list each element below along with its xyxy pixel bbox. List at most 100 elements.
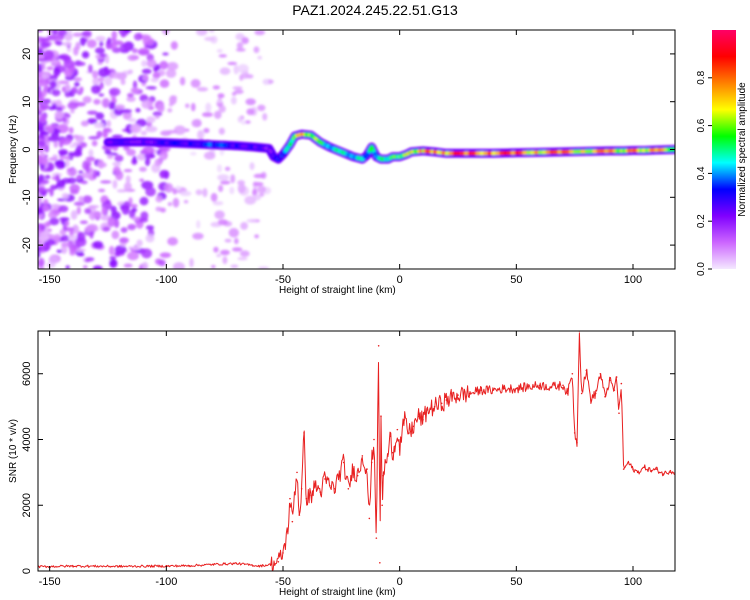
snr-data-point xyxy=(590,399,592,401)
snr-data-point xyxy=(573,432,576,434)
noise-blob xyxy=(257,104,266,112)
noise-blob xyxy=(38,207,44,213)
noise-blob xyxy=(38,58,48,62)
snr-data-point xyxy=(599,372,602,375)
snr-data-point xyxy=(291,520,294,523)
snr-data-point xyxy=(366,468,368,470)
noise-blob xyxy=(155,114,160,119)
noise-blob xyxy=(71,86,78,94)
noise-blob xyxy=(246,108,255,116)
noise-blob xyxy=(155,195,163,203)
snr-data-point xyxy=(622,468,625,470)
noise-blob xyxy=(216,253,222,258)
noise-blob xyxy=(62,224,68,231)
noise-blob xyxy=(139,196,149,206)
snr-data-point xyxy=(396,428,399,431)
colorbar-tick-label: 0.2 xyxy=(696,214,707,228)
snr-data-point xyxy=(370,461,373,464)
noise-blob xyxy=(70,210,78,220)
noise-blob xyxy=(142,74,149,82)
noise-blob xyxy=(105,54,110,64)
noise-blob xyxy=(105,199,111,205)
noise-blob xyxy=(167,108,173,113)
noise-blob xyxy=(111,30,118,40)
signal-ridge xyxy=(103,129,675,164)
noise-blob xyxy=(227,61,238,66)
noise-blob xyxy=(115,250,121,257)
noise-blob xyxy=(159,60,169,70)
noise-blob xyxy=(56,249,63,254)
noise-blob xyxy=(202,187,208,198)
snr-data-point xyxy=(118,565,121,568)
noise-blob xyxy=(208,30,215,33)
noise-blob xyxy=(133,33,143,41)
noise-blob xyxy=(141,68,152,75)
noise-blob xyxy=(222,256,228,265)
noise-blob xyxy=(57,198,66,202)
snr-data-point xyxy=(389,435,392,438)
snr-data-point xyxy=(408,432,410,434)
noise-blob xyxy=(81,31,92,37)
noise-blob xyxy=(196,130,204,140)
noise-blob xyxy=(48,126,54,134)
snr-data-point xyxy=(604,395,606,398)
snr-data-point xyxy=(305,497,308,500)
noise-blob xyxy=(164,183,174,193)
noise-blob xyxy=(241,37,249,45)
noise-blob xyxy=(130,203,138,208)
noise-blob xyxy=(69,144,77,148)
noise-blob xyxy=(93,122,105,129)
noise-blob xyxy=(127,69,133,75)
noise-blob xyxy=(84,258,91,263)
noise-blob xyxy=(84,207,92,215)
noise-blob xyxy=(79,36,86,46)
spectrogram-xlabel: Height of straight line (km) xyxy=(279,285,396,296)
noise-blob xyxy=(88,149,94,158)
noise-blob xyxy=(109,256,117,260)
snr-data-point xyxy=(662,473,665,475)
noise-blob xyxy=(180,190,192,197)
noise-blob xyxy=(67,240,75,249)
noise-blob xyxy=(40,113,47,123)
noise-blob xyxy=(127,251,140,261)
noise-blob xyxy=(72,141,82,146)
snr-data-point xyxy=(72,565,74,567)
noise-blob xyxy=(253,173,265,179)
noise-blob xyxy=(214,210,225,220)
snr-data-point xyxy=(398,448,401,451)
noise-blob xyxy=(102,226,111,232)
noise-blob xyxy=(48,256,59,264)
noise-blob xyxy=(150,77,159,83)
noise-blob xyxy=(191,119,202,128)
spectrogram-ytick-label: -10 xyxy=(21,189,33,205)
noise-blob xyxy=(246,218,257,223)
snr-data-point xyxy=(585,369,588,372)
noise-blob xyxy=(249,162,255,170)
noise-blob xyxy=(137,47,150,56)
noise-blob xyxy=(252,181,264,187)
snr-ytick-label: 2000 xyxy=(21,493,33,517)
noise-blob xyxy=(103,66,109,71)
noise-blob xyxy=(101,97,111,108)
snr-data-point xyxy=(527,386,529,388)
noise-blob xyxy=(205,102,212,113)
snr-data-point xyxy=(632,468,634,470)
snr-plot-area xyxy=(38,331,675,571)
noise-blob xyxy=(173,125,186,135)
noise-blob xyxy=(175,185,182,191)
snr-data-point xyxy=(347,488,350,490)
noise-blob xyxy=(41,73,51,80)
noise-blob xyxy=(51,89,61,97)
noise-blob xyxy=(74,149,82,156)
noise-blob xyxy=(224,166,231,171)
snr-panel: -150 -100 -50 0 50 100 0 2000 4000 6000 Height of … xyxy=(8,330,676,598)
noise-blob xyxy=(192,232,204,240)
noise-blob xyxy=(145,225,155,230)
noise-blob xyxy=(131,48,138,54)
noise-blob xyxy=(38,82,46,87)
noise-blob xyxy=(218,184,224,193)
noise-blob xyxy=(212,201,224,206)
snr-data-point xyxy=(298,514,301,516)
noise-blob xyxy=(72,134,80,139)
spectrogram-xtick-label: -150 xyxy=(39,274,61,286)
